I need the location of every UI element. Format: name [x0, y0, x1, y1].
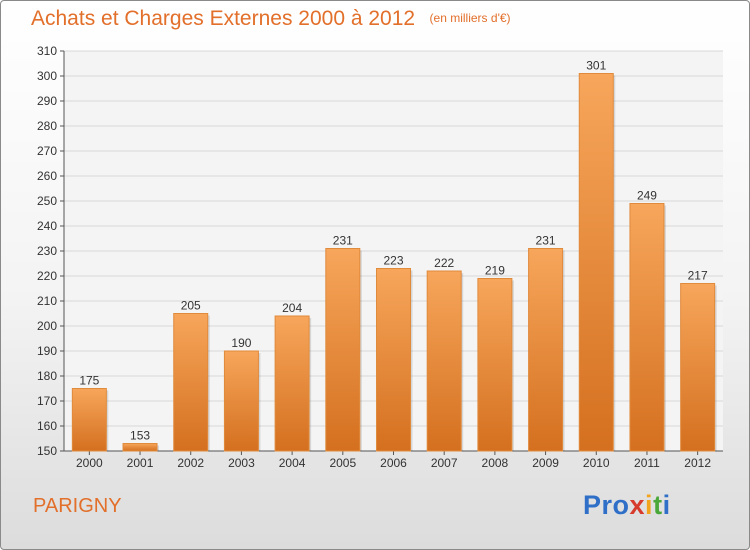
bar: [325, 248, 361, 452]
y-tick-label: 300: [37, 69, 57, 83]
x-tick-label: 2000: [76, 456, 103, 470]
x-tick-label: 2004: [279, 456, 306, 470]
y-tick-label: 290: [37, 94, 57, 108]
x-tick-label: 2009: [532, 456, 559, 470]
proxiti-logo: Proxiti: [583, 490, 671, 521]
y-tick-label: 200: [37, 319, 57, 333]
y-tick-label: 280: [37, 119, 57, 133]
y-tick-label: 160: [37, 419, 57, 433]
label-layer: 175 153 205 190 204 231 223 222 219 231 301 249 217: [79, 59, 708, 443]
bar: [376, 268, 411, 452]
y-tick-label: 190: [37, 344, 57, 358]
bar-value-label: 153: [130, 429, 150, 443]
bar-value-label: 190: [231, 336, 251, 350]
bar-value-label: 175: [79, 374, 99, 388]
bar-value-label: 231: [536, 234, 556, 248]
bar-value-label: 204: [282, 301, 302, 315]
y-tick-label: 260: [37, 169, 57, 183]
logo-part: i: [662, 490, 671, 520]
logo-part: t: [653, 490, 663, 520]
bar: [528, 248, 564, 452]
y-tick-label: 250: [37, 194, 57, 208]
bar-value-label: 205: [181, 299, 201, 313]
y-tick-label: 240: [37, 219, 57, 233]
bar-value-label: 301: [586, 59, 606, 73]
x-tick-label: 2007: [431, 456, 458, 470]
bar-value-label: 219: [485, 264, 505, 278]
bar: [274, 315, 310, 452]
bar-value-label: 217: [688, 269, 708, 283]
bar: [477, 278, 513, 452]
x-tick-label: 2003: [228, 456, 255, 470]
x-tick-label: 2001: [127, 456, 154, 470]
logo-part: Pro: [583, 490, 630, 520]
x-tick-label: 2012: [684, 456, 711, 470]
bar: [71, 388, 107, 452]
x-tick-label: 2011: [634, 456, 660, 470]
place-name: PARIGNY: [33, 495, 122, 517]
bar-value-label: 249: [637, 189, 657, 203]
logo-part: i: [645, 490, 654, 520]
x-tick-label: 2005: [329, 456, 356, 470]
bar: [629, 203, 665, 452]
bar: [426, 270, 462, 452]
x-tick-label: 2008: [482, 456, 509, 470]
bar-value-label: 231: [333, 234, 353, 248]
bar: [578, 73, 614, 452]
logo-part: x: [629, 490, 646, 520]
bar: [173, 313, 209, 452]
y-tick-label: 310: [37, 44, 57, 58]
y-tick-label: 220: [37, 269, 57, 283]
y-tick-label: 170: [37, 394, 57, 408]
bar-value-label: 222: [434, 256, 454, 270]
y-tick-label: 180: [37, 369, 57, 383]
chart-unit-note: (en milliers d'€): [429, 11, 511, 25]
x-tick-label: 2006: [380, 456, 407, 470]
y-tick-label: 270: [37, 144, 57, 158]
x-tick-label: 2010: [583, 456, 610, 470]
y-tick-label: 150: [37, 444, 57, 458]
bar-layer: [71, 73, 717, 452]
bar-value-label: 223: [383, 254, 403, 268]
x-tick-label: 2002: [177, 456, 204, 470]
bar: [680, 283, 716, 452]
title-block: Achats et Charges Externes 2000 à 2012 (…: [31, 7, 511, 31]
y-tick-label: 210: [37, 294, 57, 308]
y-tick-label: 230: [37, 244, 57, 258]
bar: [223, 350, 259, 452]
bar: [122, 443, 158, 452]
chart-title: Achats et Charges Externes 2000 à 2012: [31, 7, 416, 30]
